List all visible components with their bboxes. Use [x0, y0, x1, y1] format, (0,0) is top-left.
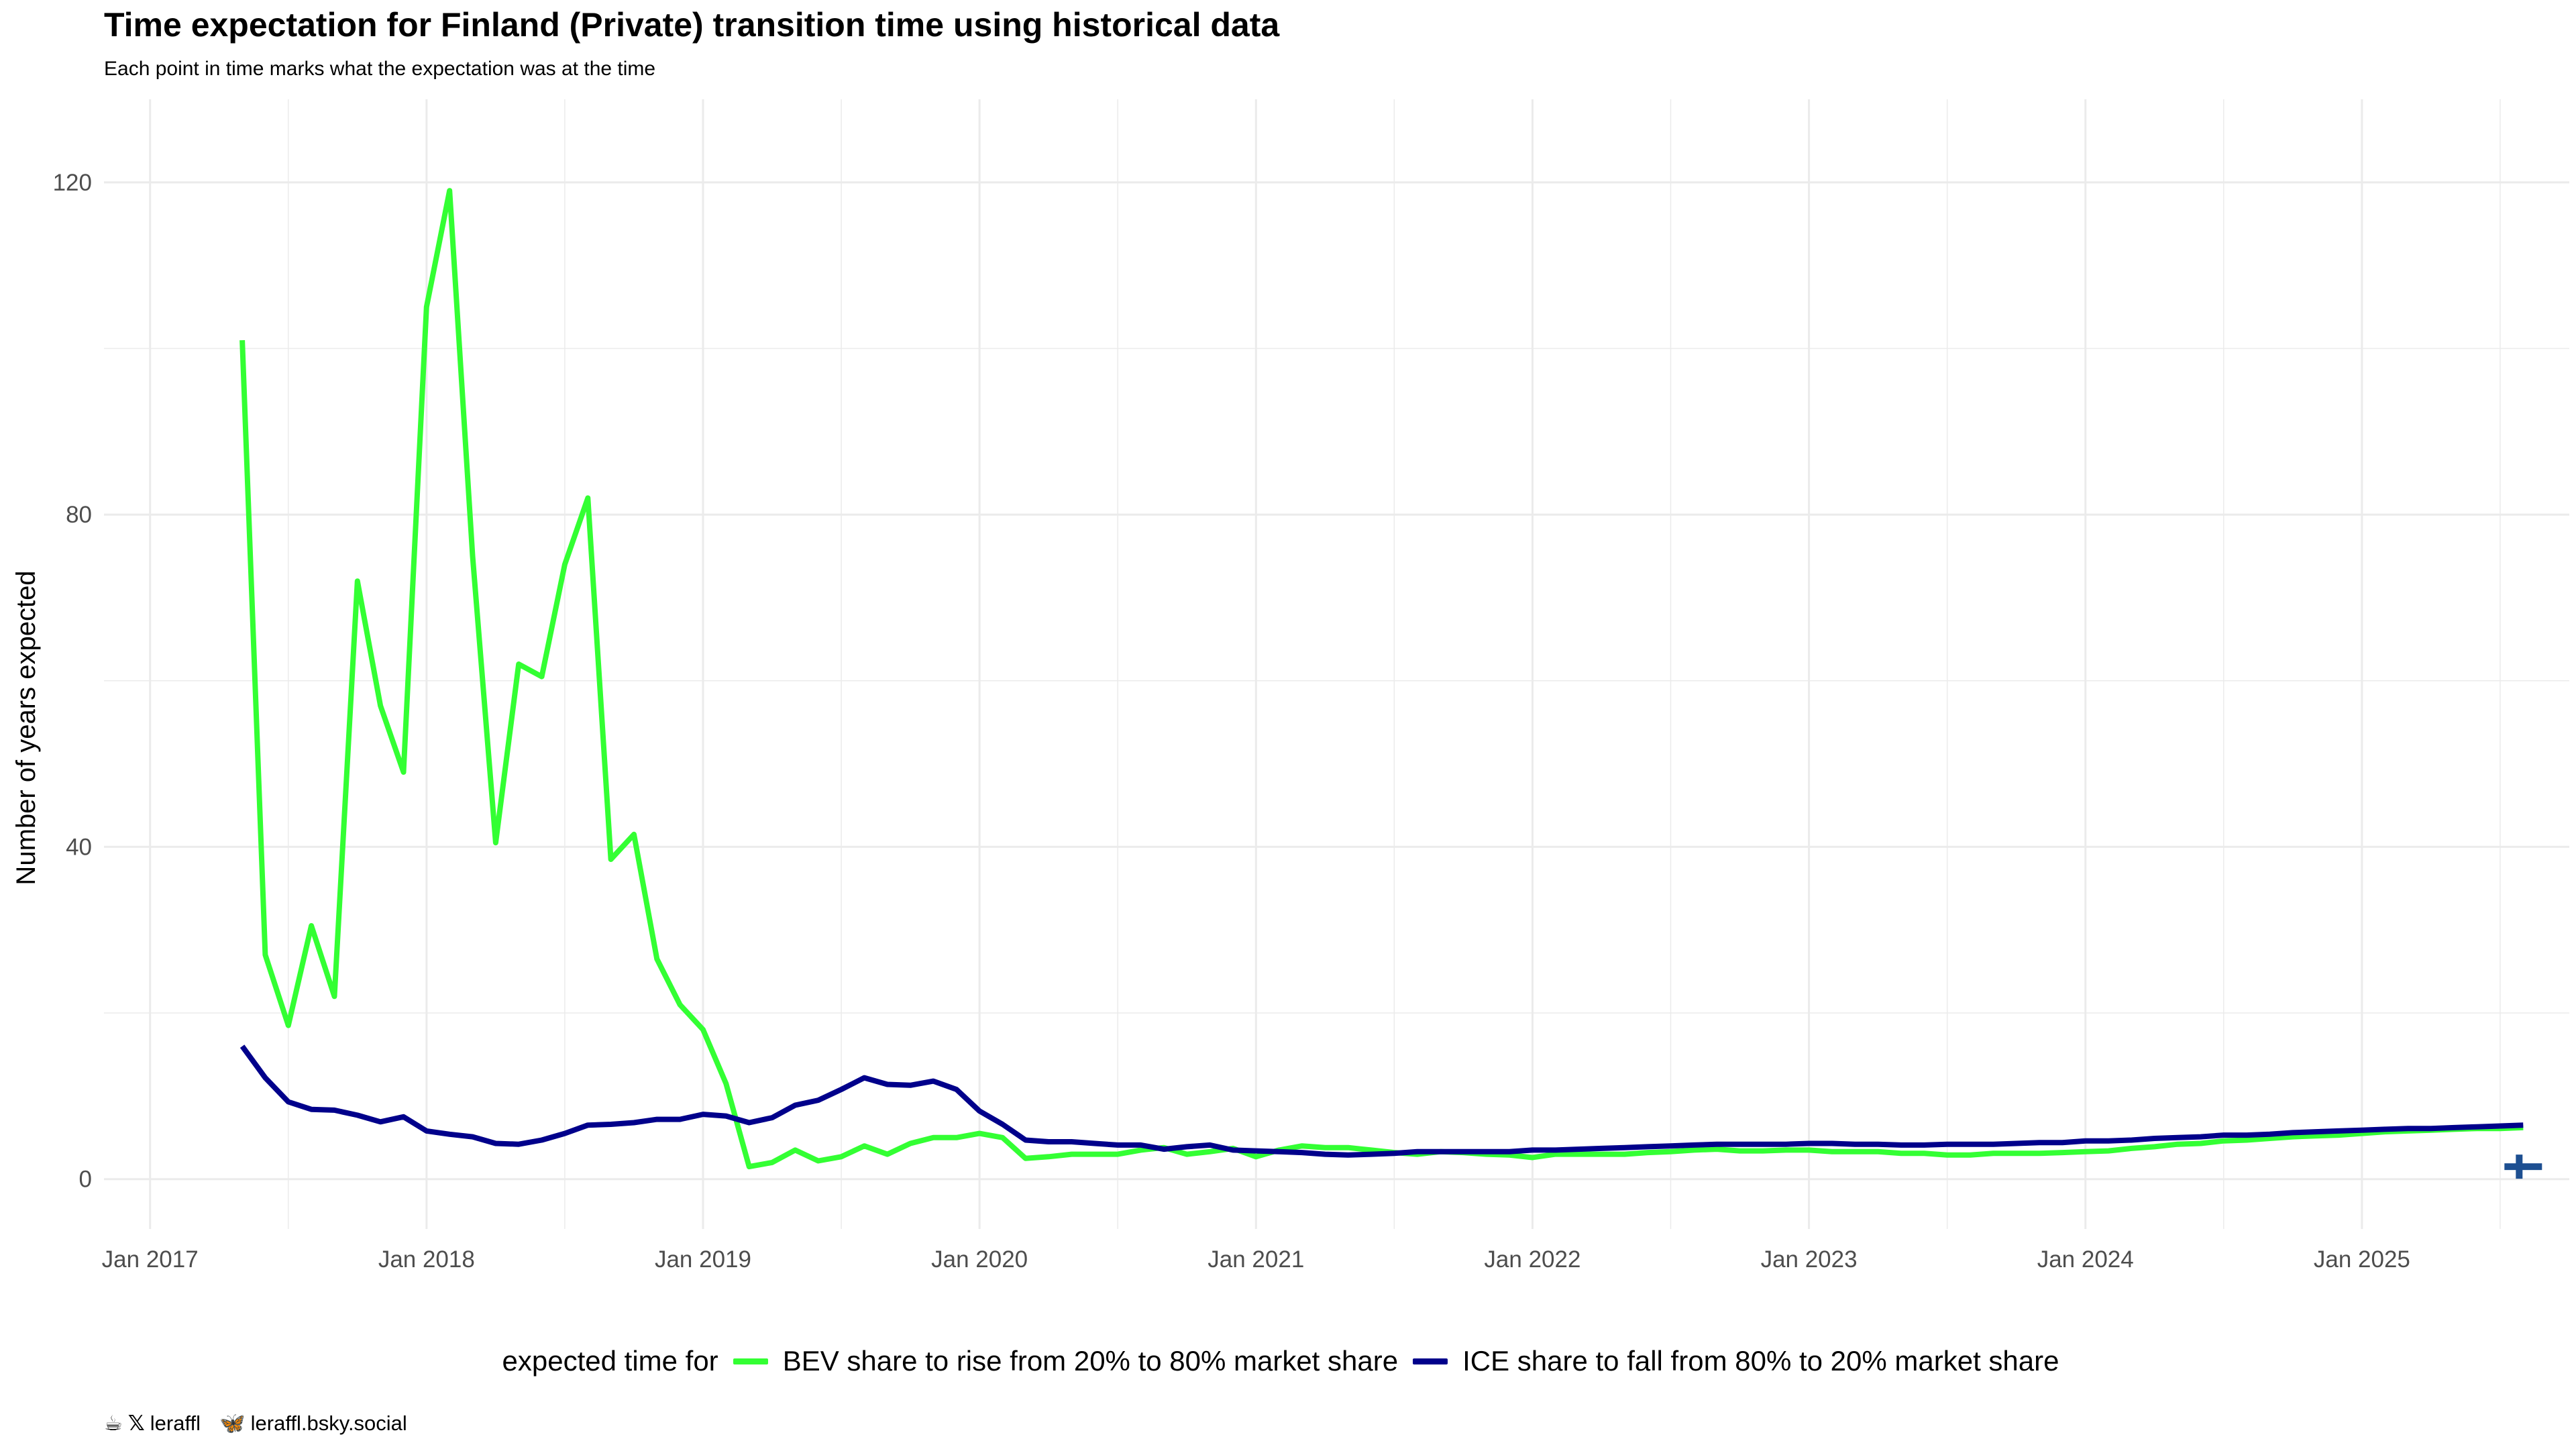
legend-key-bev — [733, 1358, 768, 1364]
x-axis-ticks: Jan 2017 Jan 2018 Jan 2019 Jan 2020 Jan 2021… — [102, 1246, 2410, 1273]
x-tick-label: Jan 2023 — [1761, 1246, 1858, 1273]
legend: expected time for BEV share to rise from… — [0, 1345, 2576, 1377]
x-tick-label: Jan 2018 — [378, 1246, 475, 1273]
legend-label-bev: BEV share to rise from 20% to 80% market… — [782, 1345, 1399, 1377]
legend-item-ice: ICE share to fall from 80% to 20% market… — [1413, 1345, 2059, 1377]
caption-bsky-handle: leraffl.bsky.social — [250, 1411, 407, 1435]
finland-flag-icon — [2504, 1155, 2542, 1179]
x-tick-label: Jan 2020 — [931, 1246, 1028, 1273]
x-tick-label: Jan 2021 — [1208, 1246, 1304, 1273]
y-tick-label: 40 — [66, 834, 92, 860]
series-layer — [239, 188, 2524, 1170]
x-tick-label: Jan 2022 — [1484, 1246, 1580, 1273]
butterfly-icon: 🦋 — [219, 1411, 246, 1435]
x-logo-icon: 𝕏 — [127, 1411, 145, 1435]
y-tick-label: 0 — [79, 1167, 92, 1193]
x-tick-label: Jan 2025 — [2314, 1246, 2410, 1273]
chart-subtitle: Each point in time marks what the expect… — [104, 58, 656, 80]
legend-item-bev: BEV share to rise from 20% to 80% market… — [733, 1345, 1398, 1377]
series-line-bev — [239, 188, 2524, 1170]
caption-x-handle: leraffl — [150, 1411, 201, 1435]
x-tick-label: Jan 2019 — [655, 1246, 751, 1273]
coffee-icon: ☕ — [104, 1411, 123, 1435]
x-tick-label: Jan 2017 — [102, 1246, 199, 1273]
chart-title: Time expectation for Finland (Private) t… — [104, 6, 1280, 44]
legend-title: expected time for — [502, 1345, 718, 1377]
grid-major — [104, 99, 2569, 1229]
annotation-layer — [2504, 1155, 2542, 1179]
legend-key-ice — [1413, 1358, 1448, 1364]
caption: ☕ 𝕏 leraffl 🦋 leraffl.bsky.social — [104, 1411, 426, 1436]
y-tick-label: 120 — [53, 170, 92, 196]
y-axis-label: Number of years expected — [11, 570, 41, 885]
y-tick-label: 80 — [66, 502, 92, 528]
legend-label-ice: ICE share to fall from 80% to 20% market… — [1462, 1345, 2059, 1377]
x-tick-label: Jan 2024 — [2037, 1246, 2134, 1273]
series-line-ice — [239, 1044, 2524, 1158]
grid-minor — [104, 99, 2569, 1229]
y-axis-ticks: 0 40 80 120 — [53, 170, 92, 1193]
